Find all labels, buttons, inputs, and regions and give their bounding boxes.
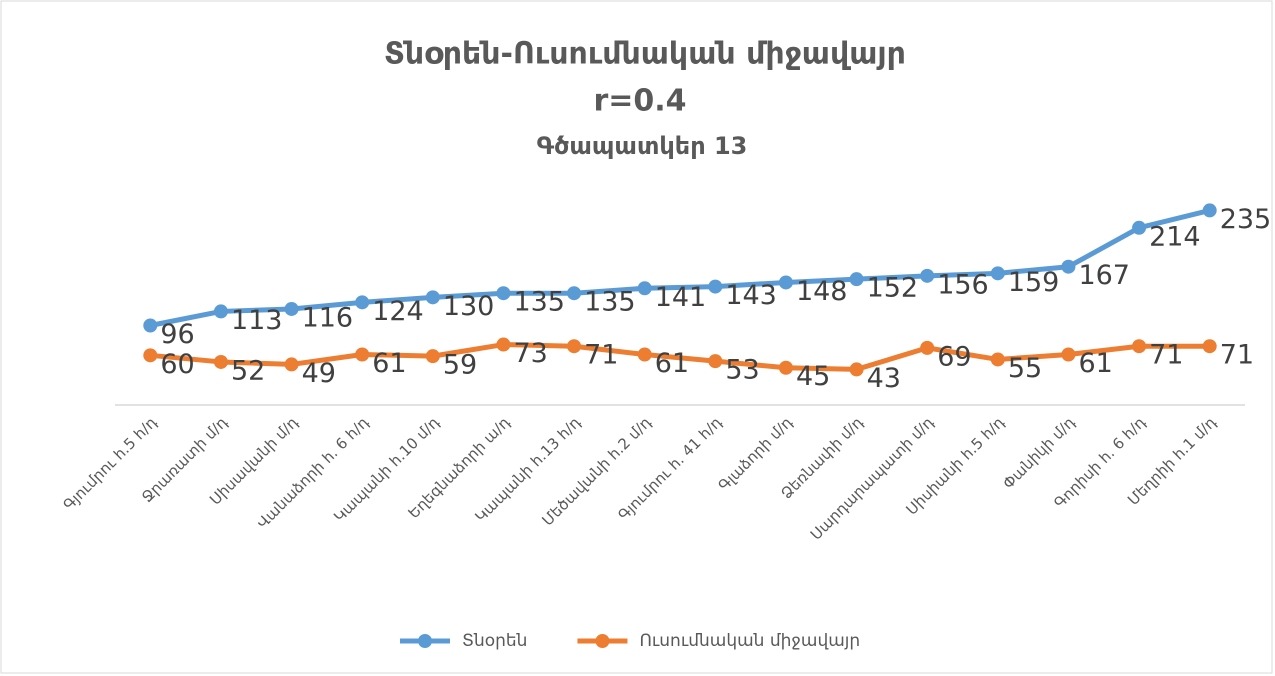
data-label: 69: [937, 341, 971, 372]
legend-label: Տնօրեն: [462, 631, 527, 651]
data-label: 43: [867, 363, 901, 394]
data-label: 152: [867, 273, 919, 304]
data-label: 116: [302, 302, 354, 333]
point: [496, 286, 511, 301]
data-label: 52: [231, 355, 265, 386]
data-label: 135: [584, 287, 636, 318]
point: [778, 360, 793, 375]
data-label: 143: [725, 280, 777, 311]
series-line: [150, 342, 1210, 372]
point: [284, 357, 299, 372]
point: [778, 275, 793, 290]
data-label: 135: [513, 287, 565, 318]
data-label: 156: [937, 269, 989, 300]
point: [849, 362, 864, 377]
point: [637, 281, 652, 296]
point: [213, 354, 228, 369]
point: [425, 349, 440, 364]
point: [355, 347, 370, 362]
chart-annotation: r=0.4: [593, 84, 686, 119]
data-label: 71: [1149, 340, 1183, 371]
series-line: [149, 207, 1211, 328]
point: [143, 318, 158, 333]
data-label: 141: [655, 282, 707, 313]
data-label: 61: [655, 348, 689, 379]
data-label: 61: [1078, 348, 1112, 379]
point: [496, 337, 511, 352]
data-label: 59: [443, 350, 477, 381]
point: [425, 290, 440, 305]
data-label: 49: [302, 358, 336, 389]
point: [213, 304, 228, 319]
point: [1202, 339, 1217, 354]
data-label: 71: [1220, 340, 1254, 371]
data-label: 124: [372, 296, 424, 327]
point: [990, 266, 1005, 281]
point: [567, 339, 582, 354]
data-label: 148: [796, 276, 848, 307]
data-label: 167: [1078, 260, 1130, 291]
data-label: 55: [1008, 353, 1042, 384]
data-label: 60: [160, 349, 194, 380]
data-label: 96: [160, 319, 194, 350]
point: [1061, 259, 1076, 274]
point: [1202, 203, 1217, 218]
data-label: 235: [1220, 204, 1272, 235]
point: [708, 354, 723, 369]
point: [355, 295, 370, 310]
point: [1132, 220, 1147, 235]
legend-marker: [418, 634, 432, 648]
chart-subtitle: Գծապատկեր 13: [537, 132, 748, 160]
data-label: 53: [725, 355, 759, 386]
point: [637, 347, 652, 362]
data-label: 45: [796, 361, 830, 392]
data-label: 159: [1008, 267, 1060, 298]
legend-label: Ուսումնական միջավայր: [639, 631, 860, 651]
point: [920, 268, 935, 283]
data-label: 214: [1149, 221, 1201, 252]
chart-title: Տնօրեն-Ուսումնական միջավայր: [384, 37, 906, 72]
data-label: 61: [372, 348, 406, 379]
legend-marker: [595, 634, 610, 648]
point: [567, 286, 582, 301]
data-label: 71: [584, 340, 618, 371]
point: [990, 352, 1005, 367]
point: [284, 301, 299, 316]
point: [1132, 339, 1147, 354]
data-label: 130: [443, 291, 495, 322]
point: [920, 340, 935, 355]
point: [143, 348, 158, 363]
data-label: 113: [231, 305, 283, 336]
point: [849, 272, 864, 287]
data-label: 73: [513, 338, 547, 369]
point: [1061, 347, 1076, 362]
point: [708, 279, 723, 294]
